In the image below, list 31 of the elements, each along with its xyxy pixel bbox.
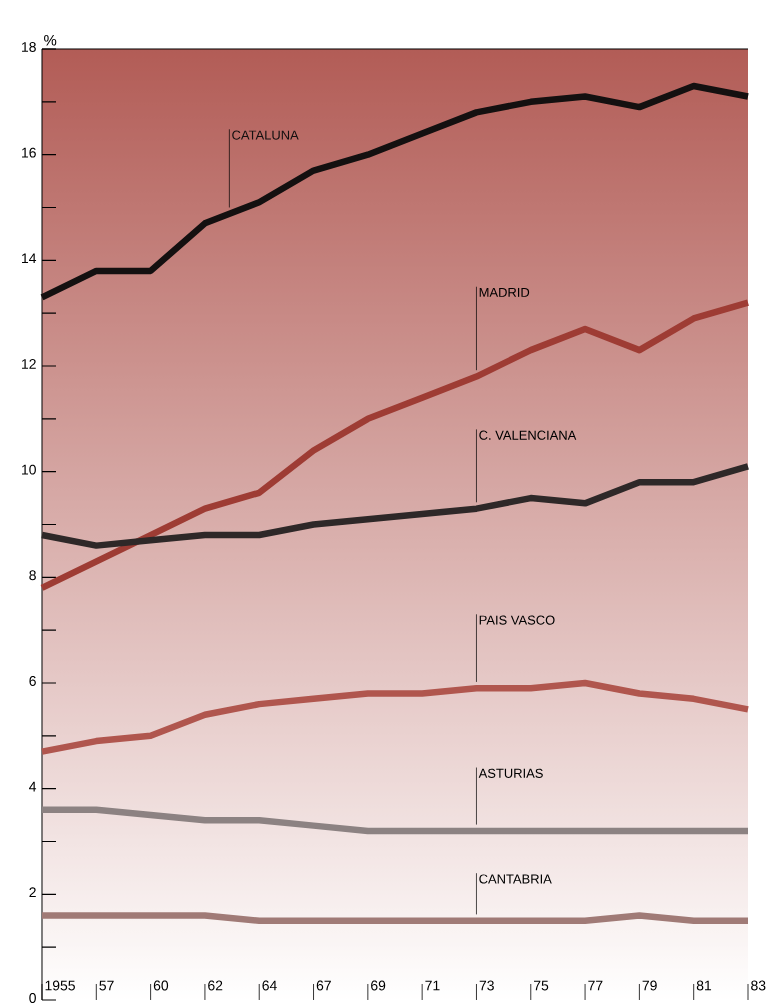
x-tick-label: 81 bbox=[696, 980, 712, 991]
x-tick-label: 71 bbox=[425, 980, 440, 991]
y-tick-label: 2 bbox=[29, 887, 36, 898]
text: C. VALENCIANA bbox=[479, 430, 577, 440]
x-tick-label: 67 bbox=[316, 980, 331, 991]
x-tick-label: 73 bbox=[479, 980, 494, 991]
x-tick-label: 60 bbox=[153, 980, 169, 991]
y-tick-label: 10 bbox=[22, 464, 36, 475]
x-tick-label: 69 bbox=[371, 980, 386, 991]
text: CANTABRIA bbox=[479, 874, 552, 884]
y-tick-label: 14 bbox=[22, 253, 37, 264]
x-tick-label: 62 bbox=[208, 980, 223, 991]
y-tick-label: 4 bbox=[29, 781, 37, 792]
y-tick-label: 6 bbox=[29, 676, 36, 686]
x-tick-label: 57 bbox=[99, 980, 114, 991]
y-tick-label: 0 bbox=[29, 993, 36, 1003]
y-tick-label: 18 bbox=[22, 42, 36, 52]
text: MADRID bbox=[479, 287, 530, 297]
y-tick-label: 16 bbox=[22, 147, 36, 158]
x-tick-label: 79 bbox=[642, 980, 657, 991]
x-tick-label: 77 bbox=[588, 980, 603, 991]
x-tick-label: 75 bbox=[534, 980, 549, 991]
x-tick-label: 83 bbox=[751, 980, 766, 991]
y-tick-label: 12 bbox=[22, 359, 36, 369]
y-axis-title: % bbox=[44, 35, 57, 46]
y-tick-label: 8 bbox=[29, 570, 36, 581]
text: ASTURIAS bbox=[478, 768, 543, 778]
text: PAIS VASCO bbox=[479, 615, 555, 625]
x-tick-label: 1955 bbox=[45, 980, 75, 991]
text: CATALUNA bbox=[232, 130, 299, 140]
x-tick-label: 64 bbox=[262, 980, 277, 991]
